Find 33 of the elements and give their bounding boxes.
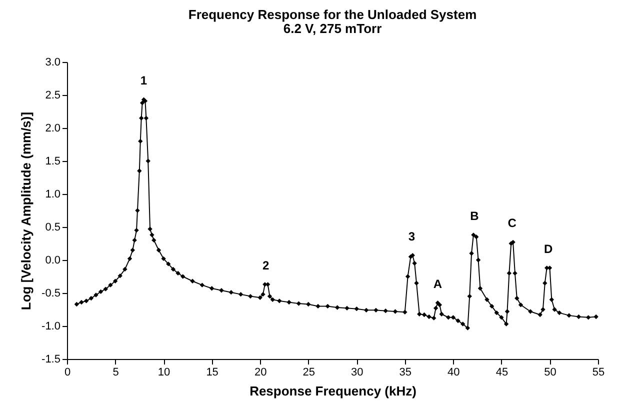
x-axis-title: Response Frequency (kHz) bbox=[250, 384, 416, 398]
annotation: 3 bbox=[408, 229, 416, 244]
y-tick-label: 2.0 bbox=[45, 122, 60, 134]
x-tick-label: 55 bbox=[592, 366, 605, 378]
x-tick-label: 45 bbox=[496, 366, 508, 378]
y-tick-label: 0.0 bbox=[45, 254, 60, 266]
annotation: C bbox=[508, 216, 517, 230]
x-tick-label: 25 bbox=[302, 366, 315, 378]
x-tick-label: 5 bbox=[112, 366, 119, 378]
x-tick-label: 30 bbox=[351, 366, 364, 378]
y-tick-label: 0.5 bbox=[45, 222, 60, 234]
y-tick-label: -1.5 bbox=[42, 354, 60, 366]
x-tick-label: 10 bbox=[158, 366, 170, 378]
annotation: D bbox=[544, 242, 553, 256]
chart-subtitle: 6.2 V, 275 mTorr bbox=[283, 21, 382, 36]
annotation: 1 bbox=[140, 74, 148, 88]
y-axis-title: Log [Velocity Amplitude (mm/s)] bbox=[18, 112, 34, 310]
x-tick-label: 0 bbox=[64, 366, 71, 378]
annotation: B bbox=[470, 208, 480, 223]
annotation: A bbox=[433, 276, 442, 291]
y-tick-label: -0.5 bbox=[42, 288, 60, 300]
y-tick-label: 1.5 bbox=[45, 156, 60, 168]
chart-title: Frequency Response for the Unloaded System bbox=[188, 7, 477, 22]
y-tick-label: 2.5 bbox=[45, 90, 60, 102]
x-tick-label: 40 bbox=[448, 366, 460, 378]
y-tick-label: 1.0 bbox=[45, 188, 60, 200]
x-tick-label: 15 bbox=[206, 366, 218, 378]
x-tick-label: 50 bbox=[544, 366, 556, 378]
y-tick-label: -1.0 bbox=[42, 320, 60, 332]
x-tick-label: 35 bbox=[399, 366, 412, 378]
y-tick-label: 3.0 bbox=[45, 56, 60, 68]
x-tick-label: 20 bbox=[254, 366, 267, 378]
annotation: 2 bbox=[262, 258, 270, 272]
